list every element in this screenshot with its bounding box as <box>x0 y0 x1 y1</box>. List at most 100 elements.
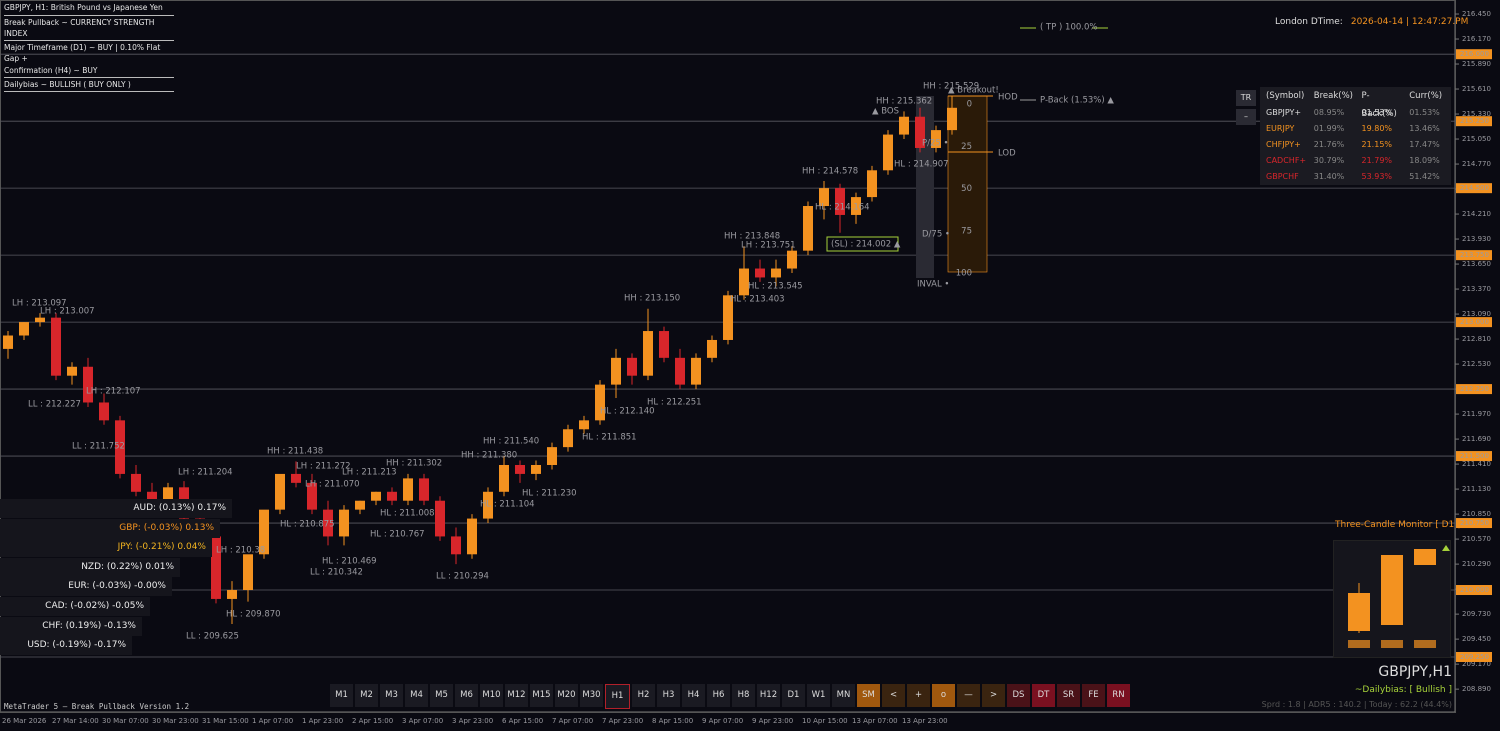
monitor-candle <box>1414 549 1436 565</box>
table-button[interactable]: – <box>1236 109 1256 125</box>
swing-label: LH : 213.751 <box>741 241 796 251</box>
x-tick-label: 7 Apr 07:00 <box>552 717 593 725</box>
fib-label: 0 <box>967 100 972 110</box>
table-button[interactable]: TR <box>1236 90 1256 106</box>
strength-row: JPY: (-0.21%) 0.04% <box>0 538 212 558</box>
timeframe-button[interactable]: H2 <box>632 684 655 707</box>
timeframe-button[interactable]: M10 <box>480 684 503 707</box>
swing-label: LL : 211.752 <box>72 442 125 452</box>
candle-body <box>531 464 541 474</box>
table-row: EURJPY 01.99% 19.80% 13.46% <box>1260 121 1451 137</box>
timeframe-button[interactable]: H1 <box>605 684 630 709</box>
level-box <box>1456 651 1492 662</box>
timeframe-button[interactable]: SM <box>857 684 880 707</box>
table-cell: 01.53% <box>1361 108 1393 117</box>
candle-body <box>131 473 141 492</box>
timeframe-button[interactable]: D1 <box>782 684 805 707</box>
table-header: (Symbol) Break(%) P-Back(%) Curr(%) <box>1260 87 1451 119</box>
table-cell: 51.42% <box>1409 172 1440 181</box>
timeframe-button[interactable]: M2 <box>355 684 378 707</box>
level-box <box>1456 518 1492 529</box>
timeframe-button[interactable]: RN <box>1107 684 1130 707</box>
annotation: LOD <box>998 149 1016 159</box>
candle-body <box>211 536 221 599</box>
three-candle-monitor <box>1333 540 1451 658</box>
timeframe-button[interactable]: MN <box>832 684 855 707</box>
swing-label: HH : 213.150 <box>624 294 680 304</box>
timeframe-button[interactable]: H8 <box>732 684 755 707</box>
candle-body <box>899 116 909 135</box>
swing-label: HH : 211.380 <box>461 451 517 461</box>
swing-label: HH : 211.540 <box>483 437 539 447</box>
strength-row: CHF: (0.19%) -0.13% <box>0 616 142 636</box>
timeframe-button[interactable]: M6 <box>455 684 478 707</box>
candle-body <box>435 500 445 537</box>
timeframe-button[interactable]: M3 <box>380 684 403 707</box>
candle-body <box>771 268 781 278</box>
timeframe-button[interactable]: — <box>957 684 980 707</box>
timeframe-button[interactable]: M15 <box>530 684 553 707</box>
annotation: ▲ BOS <box>872 107 899 117</box>
timeframe-button[interactable]: M30 <box>580 684 603 707</box>
level-label: 212.250 <box>1460 385 1489 393</box>
x-tick-label: 31 Mar 15:00 <box>202 717 249 725</box>
strength-row: GBP: (-0.03%) 0.13% <box>0 518 220 538</box>
header-cell: (Symbol) <box>1266 91 1305 101</box>
timeframe-button[interactable]: H3 <box>657 684 680 707</box>
candle-body <box>115 420 125 474</box>
y-tick-label: 213.650 <box>1462 260 1491 268</box>
y-tick-label: 213.090 <box>1462 310 1491 318</box>
monitor-arrow <box>1442 545 1450 551</box>
timeframe-button[interactable]: M12 <box>505 684 528 707</box>
swing-label: HL : 214.907 <box>894 160 949 170</box>
clock-label: London DTime: <box>1275 17 1343 27</box>
candle-body <box>707 339 717 358</box>
y-tick-label: 213.370 <box>1462 285 1491 293</box>
y-tick-label: 211.130 <box>1462 485 1491 493</box>
candle-body <box>931 130 941 148</box>
timeframe-button[interactable]: SR <box>1057 684 1080 707</box>
candle-body <box>547 447 557 465</box>
timeframe-button[interactable]: M4 <box>405 684 428 707</box>
monitor-tag <box>1414 640 1436 648</box>
timeframe-button[interactable]: H4 <box>682 684 705 707</box>
strength-row: EUR: (-0.03%) -0.00% <box>0 577 172 597</box>
header-cell: Break(%) <box>1313 91 1353 101</box>
level-box <box>1456 49 1492 60</box>
swing-label: HL : 211.104 <box>480 500 535 510</box>
table-cell: 53.93% <box>1361 172 1393 181</box>
candle-body <box>691 357 701 385</box>
candle-body <box>851 197 861 215</box>
timeframe-button[interactable]: DS <box>1007 684 1030 707</box>
swing-label: LH : 211.272 <box>296 462 351 472</box>
timeframe-button[interactable]: W1 <box>807 684 830 707</box>
timeframe-button[interactable]: H6 <box>707 684 730 707</box>
annotation: HOD <box>998 93 1018 103</box>
timeframe-button[interactable]: H12 <box>757 684 780 707</box>
timeframe-button[interactable]: M20 <box>555 684 578 707</box>
y-tick-label: 215.330 <box>1462 110 1491 118</box>
level-label: 213.000 <box>1460 318 1489 326</box>
timeframe-button[interactable]: o <box>932 684 955 707</box>
y-tick-label: 214.210 <box>1462 210 1491 218</box>
timeframe-button[interactable]: DT <box>1032 684 1055 707</box>
timeframe-button[interactable]: FE <box>1082 684 1105 707</box>
frame <box>0 0 1456 713</box>
table-row: CHFJPY+ 21.76% 21.15% 17.47% <box>1260 137 1451 153</box>
swing-label: LL : 210.342 <box>310 568 363 578</box>
candle-body <box>467 518 477 555</box>
y-tick-label: 214.770 <box>1462 160 1491 168</box>
swing-label: LL : 212.227 <box>28 400 81 410</box>
candle-body <box>835 188 845 215</box>
timeframe-button[interactable]: < <box>882 684 905 707</box>
candle-body <box>355 500 365 510</box>
timeframe-button[interactable]: > <box>982 684 1005 707</box>
y-tick-label: 212.530 <box>1462 360 1491 368</box>
timeframe-button[interactable]: M1 <box>330 684 353 707</box>
timeframe-button[interactable]: + <box>907 684 930 707</box>
candle-body <box>163 487 173 501</box>
header-cell: Curr(%) <box>1409 91 1443 101</box>
monitor-tag <box>1348 640 1370 648</box>
candle-body <box>739 268 749 296</box>
timeframe-button[interactable]: M5 <box>430 684 453 707</box>
